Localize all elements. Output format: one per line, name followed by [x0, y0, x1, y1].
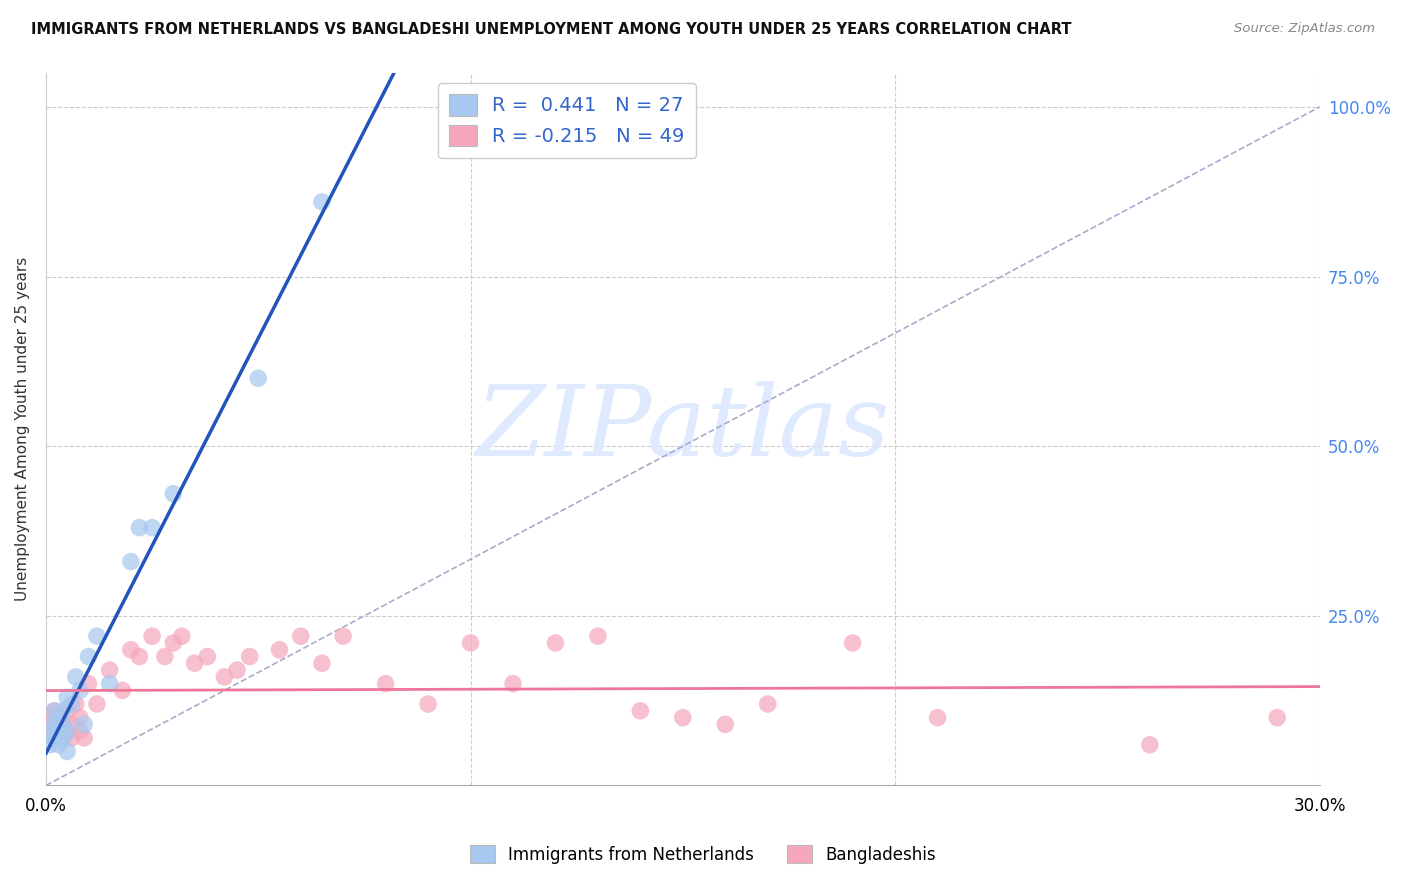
Text: Source: ZipAtlas.com: Source: ZipAtlas.com: [1234, 22, 1375, 36]
Point: [52, 731, 75, 745]
Point: [128, 520, 150, 534]
Point: [214, 670, 236, 684]
Point: [332, 629, 354, 643]
Point: [162, 636, 184, 650]
Point: [927, 710, 949, 724]
Point: [48, 710, 70, 724]
Point: [77, 676, 100, 690]
Point: [56, 690, 79, 705]
Point: [544, 636, 567, 650]
Point: [841, 636, 863, 650]
Legend: Immigrants from Netherlands, Bangladeshis: Immigrants from Netherlands, Bangladeshi…: [463, 838, 943, 871]
Point: [56, 724, 79, 739]
Point: [52, 717, 75, 731]
Point: [162, 486, 184, 500]
Point: [141, 629, 163, 643]
Point: [460, 636, 482, 650]
Y-axis label: Unemployment Among Youth under 25 years: Unemployment Among Youth under 25 years: [15, 257, 30, 601]
Point: [120, 642, 142, 657]
Point: [311, 657, 333, 671]
Point: [65, 697, 87, 711]
Text: IMMIGRANTS FROM NETHERLANDS VS BANGLADESHI UNEMPLOYMENT AMONG YOUTH UNDER 25 YEA: IMMIGRANTS FROM NETHERLANDS VS BANGLADES…: [31, 22, 1071, 37]
Point: [44, 731, 66, 745]
Point: [39, 724, 62, 739]
Point: [69, 710, 91, 724]
Point: [48, 710, 70, 724]
Point: [73, 731, 96, 745]
Point: [65, 670, 87, 684]
Point: [44, 704, 66, 718]
Point: [170, 629, 193, 643]
Point: [69, 724, 91, 739]
Point: [586, 629, 609, 643]
Point: [311, 194, 333, 209]
Point: [128, 649, 150, 664]
Point: [44, 717, 66, 731]
Point: [416, 697, 439, 711]
Point: [111, 683, 134, 698]
Point: [48, 724, 70, 739]
Point: [98, 676, 121, 690]
Point: [120, 555, 142, 569]
Point: [86, 697, 108, 711]
Point: [247, 371, 270, 385]
Point: [374, 676, 396, 690]
Point: [183, 657, 205, 671]
Point: [1265, 710, 1288, 724]
Point: [39, 738, 62, 752]
Point: [73, 717, 96, 731]
Legend: R =  0.441   N = 27, R = -0.215   N = 49: R = 0.441 N = 27, R = -0.215 N = 49: [437, 83, 696, 158]
Point: [60, 697, 83, 711]
Point: [226, 663, 249, 677]
Point: [502, 676, 524, 690]
Point: [60, 731, 83, 745]
Point: [195, 649, 218, 664]
Point: [239, 649, 262, 664]
Point: [39, 710, 62, 724]
Point: [290, 629, 312, 643]
Point: [153, 649, 176, 664]
Point: [714, 717, 737, 731]
Point: [86, 629, 108, 643]
Point: [77, 649, 100, 664]
Point: [52, 717, 75, 731]
Point: [756, 697, 779, 711]
Text: ZIPatlas: ZIPatlas: [475, 382, 890, 477]
Point: [44, 704, 66, 718]
Point: [269, 642, 291, 657]
Point: [60, 717, 83, 731]
Point: [39, 724, 62, 739]
Point: [56, 745, 79, 759]
Point: [628, 704, 651, 718]
Point: [48, 724, 70, 739]
Point: [52, 704, 75, 718]
Point: [672, 710, 695, 724]
Point: [56, 724, 79, 739]
Point: [48, 738, 70, 752]
Point: [44, 717, 66, 731]
Point: [69, 683, 91, 698]
Point: [1139, 738, 1161, 752]
Point: [56, 704, 79, 718]
Point: [141, 520, 163, 534]
Point: [52, 731, 75, 745]
Point: [98, 663, 121, 677]
